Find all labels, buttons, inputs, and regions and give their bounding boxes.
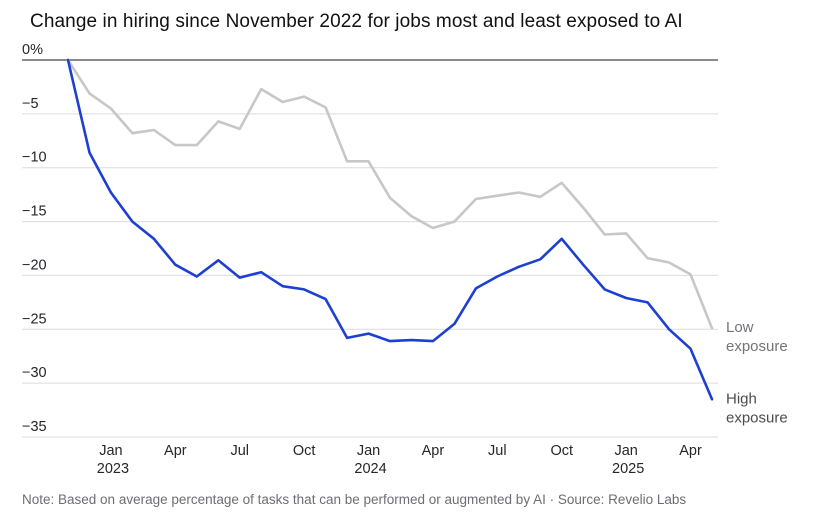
source-note: Note: Based on average percentage of tas… bbox=[22, 492, 687, 507]
x-tick-label: Apr bbox=[164, 443, 187, 459]
x-tick-label: Jan bbox=[614, 443, 637, 459]
y-tick-label: 0% bbox=[22, 42, 43, 58]
series-line-low-exposure bbox=[66, 58, 714, 330]
y-tick-label: −20 bbox=[22, 257, 47, 273]
line-chart: 0% −5 −10 −15 −20 −25 −30 −35 Jan 2023 Apr Jul Oct Ja… bbox=[22, 42, 788, 477]
x-tick-label: Jan bbox=[99, 443, 122, 459]
y-tick-label: −10 bbox=[22, 150, 47, 166]
y-tick-label: −25 bbox=[22, 311, 47, 327]
series-label-low-exposure: Low exposure bbox=[726, 319, 788, 355]
chart-title: Change in hiring since November 2022 for… bbox=[30, 11, 683, 32]
x-tick-label: Apr bbox=[422, 443, 445, 459]
x-tick-label: Oct bbox=[293, 443, 316, 459]
x-tick-label: Oct bbox=[550, 443, 573, 459]
x-tick-label: Apr bbox=[679, 443, 702, 459]
series-label-high-exposure: High exposure bbox=[726, 390, 788, 426]
x-tick-label: Jan bbox=[357, 443, 380, 459]
y-tick-label: −15 bbox=[22, 204, 47, 220]
y-tick-label: −5 bbox=[22, 96, 39, 112]
y-tick-label: −35 bbox=[22, 419, 47, 435]
x-tick-year: 2023 bbox=[97, 461, 129, 477]
x-tick-year: 2024 bbox=[354, 461, 386, 477]
x-tick-label: Jul bbox=[488, 443, 507, 459]
x-tick-label: Jul bbox=[230, 443, 249, 459]
y-tick-label: −30 bbox=[22, 365, 47, 381]
series-line-high-exposure bbox=[66, 58, 714, 401]
x-tick-year: 2025 bbox=[612, 461, 644, 477]
